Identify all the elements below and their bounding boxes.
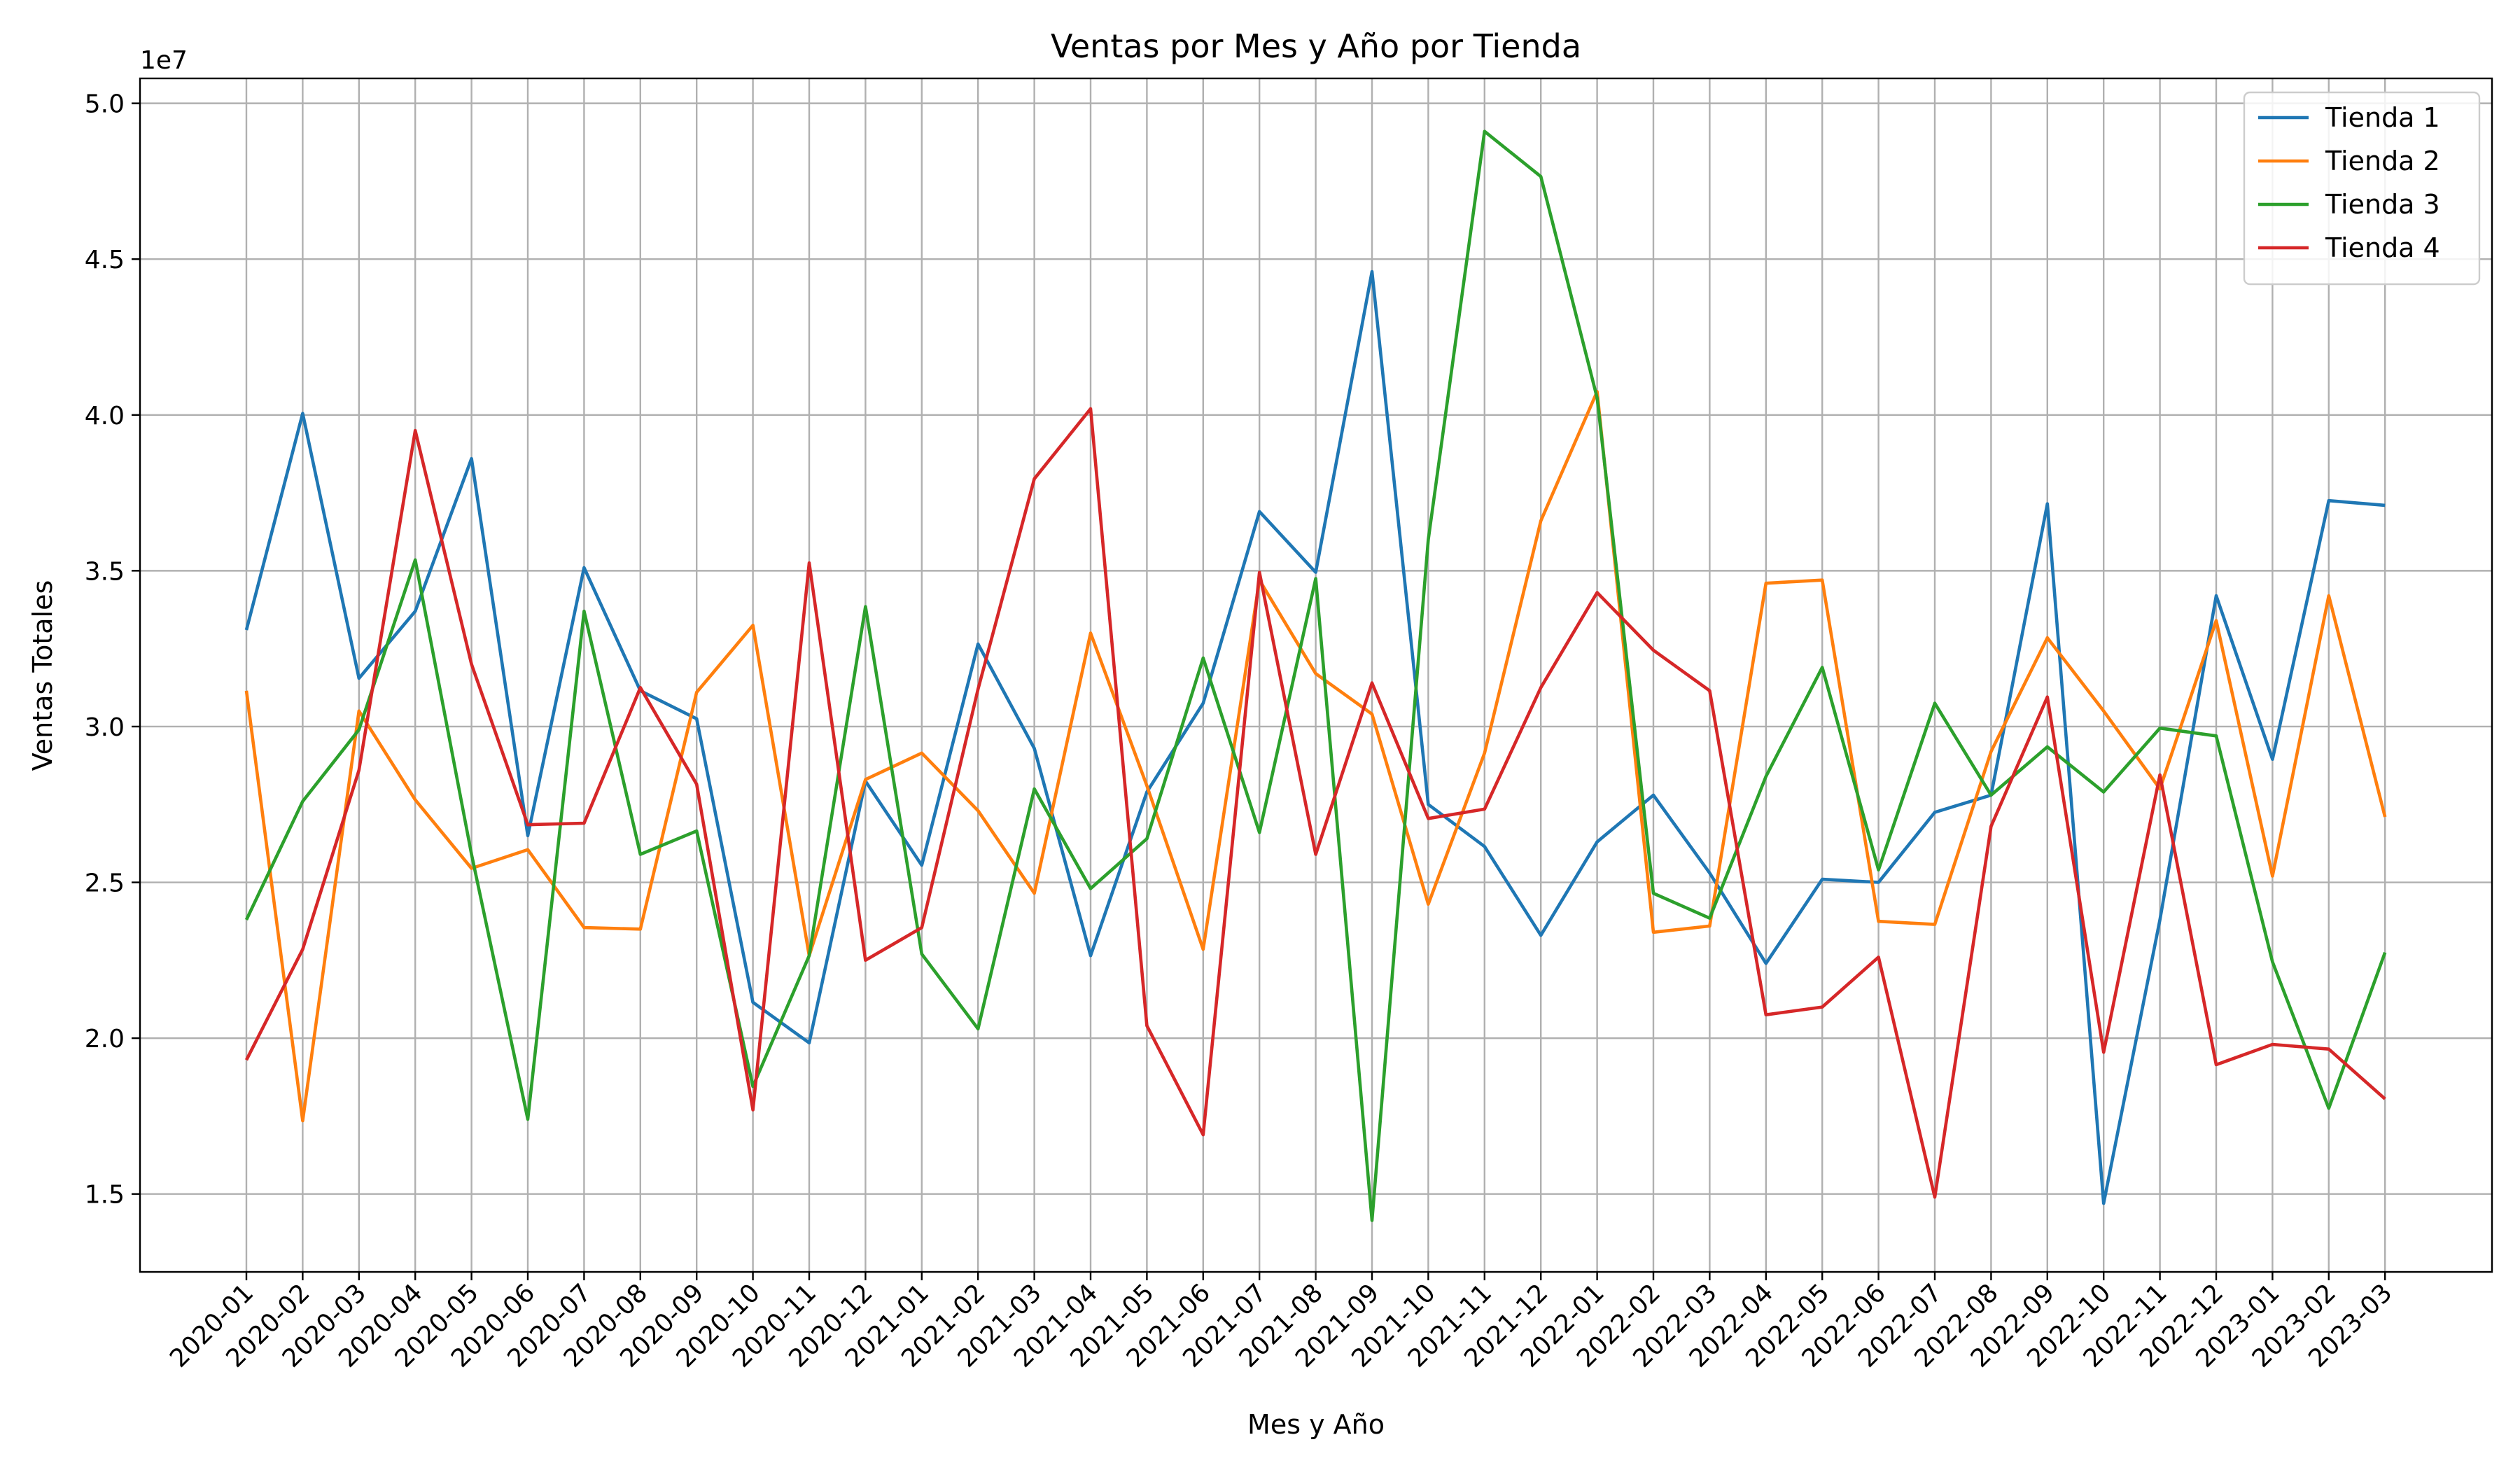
- legend-label: Tienda 3: [2325, 189, 2440, 220]
- x-axis-title: Mes y Año: [1247, 1409, 1385, 1440]
- y-tick-label: 1.5: [85, 1181, 125, 1210]
- y-tick-label: 5.0: [85, 90, 125, 119]
- y-axis-title: Ventas Totales: [27, 580, 58, 771]
- y-tick-label: 3.0: [85, 713, 125, 742]
- series-line-tienda-2: [244, 390, 2387, 1123]
- y-tick-label: 4.5: [85, 246, 125, 274]
- legend: Tienda 1 Tienda 2 Tienda 3 Tienda 4: [2243, 91, 2481, 286]
- legend-label: Tienda 2: [2325, 146, 2440, 176]
- series-line-tienda-1: [244, 270, 2386, 1205]
- series-line-tienda-3: [244, 130, 2387, 1222]
- legend-label: Tienda 4: [2325, 232, 2440, 263]
- chart-title: Ventas por Mes y Año por Tienda: [1051, 27, 1581, 65]
- y-tick-label: 2.0: [85, 1025, 125, 1054]
- y-tick-label: 3.5: [85, 557, 125, 586]
- grid: [140, 78, 2492, 1272]
- y-tick-label: 2.5: [85, 869, 125, 898]
- legend-label: Tienda 1: [2325, 102, 2440, 133]
- series-lines: [244, 130, 2387, 1222]
- y-axis-offset-label: 1e7: [140, 46, 188, 75]
- y-tick-label: 4.0: [85, 402, 125, 430]
- legend-box: [2243, 91, 2481, 286]
- series-line-tienda-4: [244, 407, 2386, 1199]
